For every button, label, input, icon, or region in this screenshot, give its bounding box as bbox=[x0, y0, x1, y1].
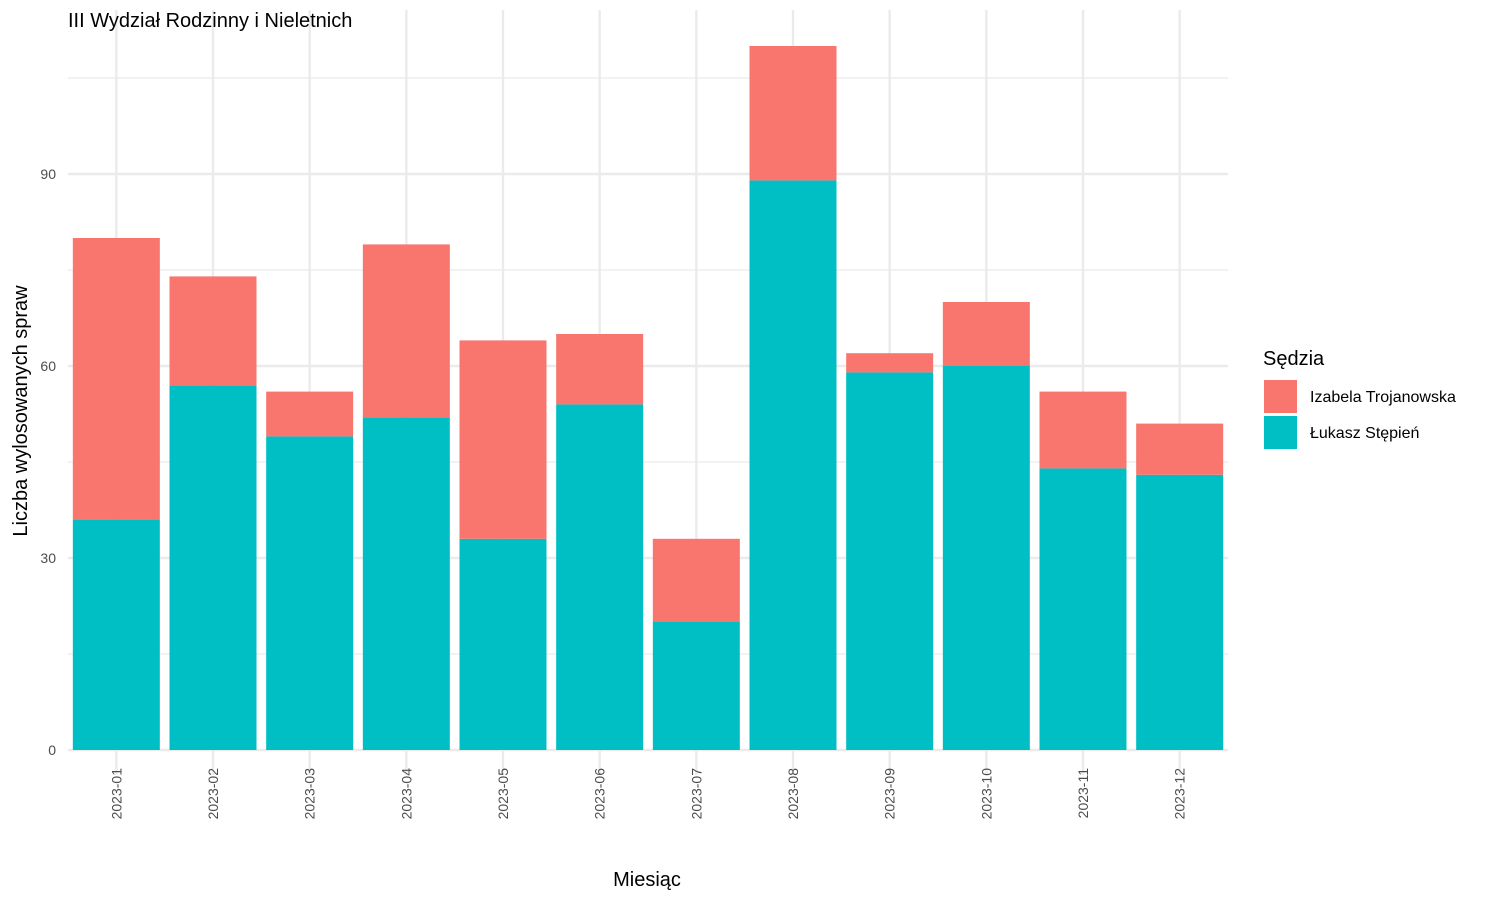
bar-segment bbox=[266, 436, 354, 750]
x-tick-label: 2023-07 bbox=[688, 768, 704, 820]
bar-segment bbox=[652, 622, 740, 750]
x-tick-label: 2023-03 bbox=[302, 768, 318, 820]
bar-segment bbox=[749, 46, 837, 181]
bar-segment bbox=[362, 417, 450, 750]
legend-title: Sędzia bbox=[1263, 348, 1325, 370]
bar-segment bbox=[459, 538, 547, 750]
bar-segment bbox=[459, 340, 547, 539]
y-tick-label: 30 bbox=[40, 550, 56, 566]
x-tick-label: 2023-08 bbox=[785, 768, 801, 820]
x-axis-title: Miesiąc bbox=[613, 869, 681, 891]
chart-title: III Wydział Rodzinny i Nieletnich bbox=[68, 10, 352, 32]
y-tick-label: 90 bbox=[40, 166, 56, 182]
bar-segment bbox=[846, 372, 934, 750]
bars bbox=[72, 46, 1224, 750]
x-tick-label: 2023-02 bbox=[205, 768, 221, 820]
y-tick-label: 0 bbox=[48, 742, 56, 758]
legend-swatch bbox=[1264, 380, 1297, 413]
x-tick-label: 2023-06 bbox=[592, 768, 608, 820]
bar-segment bbox=[942, 302, 1030, 366]
x-tick-label: 2023-10 bbox=[978, 768, 994, 820]
bar-segment bbox=[169, 385, 257, 750]
bar-segment bbox=[749, 180, 837, 750]
x-axis-ticks: 2023-01 2023-02 2023-03 2023-04 2023-05 2023-… bbox=[108, 768, 1187, 820]
bar-segment bbox=[1136, 423, 1224, 475]
x-tick-label: 2023-12 bbox=[1172, 768, 1188, 820]
bar-segment bbox=[846, 353, 934, 373]
x-tick-label: 2023-11 bbox=[1075, 768, 1091, 819]
bar-segment bbox=[72, 519, 160, 750]
bar-segment bbox=[72, 238, 160, 520]
legend-label: Izabela Trojanowska bbox=[1310, 389, 1456, 406]
y-tick-label: 60 bbox=[40, 358, 56, 374]
x-tick-label: 2023-09 bbox=[882, 768, 898, 820]
bar-segment bbox=[556, 404, 644, 750]
bar-segment bbox=[652, 538, 740, 622]
bar-segment bbox=[1136, 474, 1224, 750]
bar-segment bbox=[556, 334, 644, 405]
bar-segment bbox=[1039, 468, 1127, 750]
bar-segment bbox=[362, 244, 450, 418]
x-tick-label: 2023-05 bbox=[495, 768, 511, 820]
bar-segment bbox=[169, 276, 257, 386]
bar-segment bbox=[1039, 391, 1127, 469]
x-tick-label: 2023-04 bbox=[398, 768, 414, 820]
legend: Sędzia Izabela Trojanowska Łukasz Stępień bbox=[1263, 348, 1456, 449]
bar-segment bbox=[942, 366, 1030, 750]
bar-segment bbox=[266, 391, 354, 437]
legend-label: Łukasz Stępień bbox=[1310, 425, 1419, 442]
y-axis-title: Liczba wylosowanych spraw bbox=[10, 285, 32, 537]
y-axis-ticks: 0 30 60 90 bbox=[40, 166, 56, 758]
legend-swatch bbox=[1264, 416, 1297, 449]
x-tick-label: 2023-01 bbox=[108, 768, 124, 820]
